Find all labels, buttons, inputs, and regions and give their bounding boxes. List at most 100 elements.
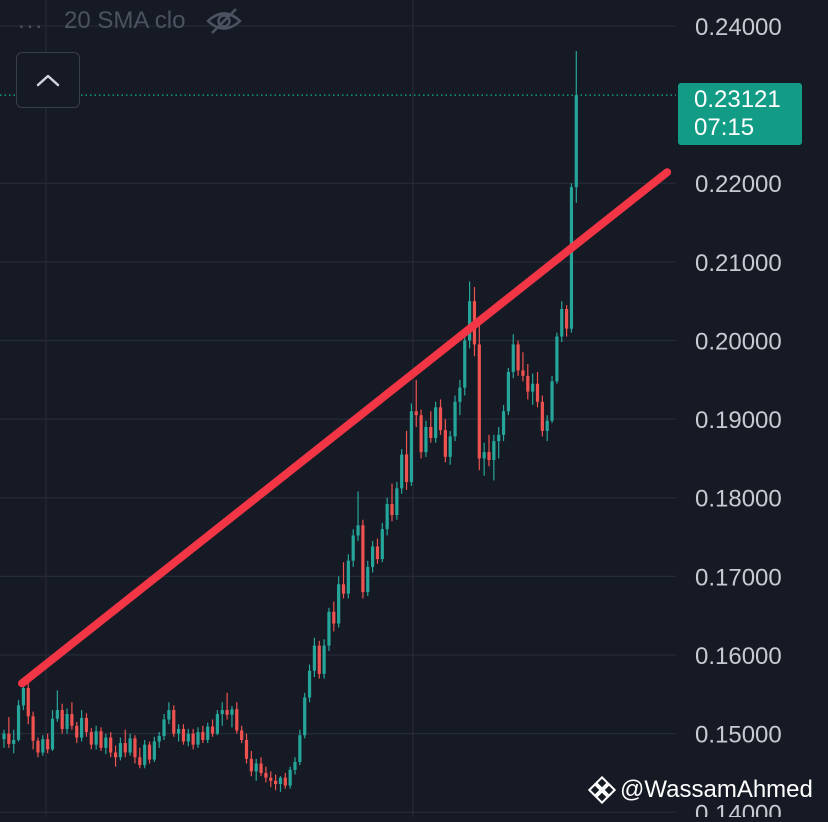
trendline[interactable] [18, 168, 672, 688]
candle-body [380, 529, 384, 560]
candle-body [327, 611, 331, 646]
candle-body [70, 713, 74, 726]
candle-body [400, 454, 404, 489]
binance-logo-icon [588, 776, 616, 804]
candle-body [254, 763, 258, 772]
candle [414, 379, 418, 427]
candle [2, 729, 6, 748]
candle-body [84, 717, 89, 733]
indicator-legend: ... 20 SMA clo [18, 6, 243, 36]
candle [210, 719, 215, 737]
candle-body [269, 777, 273, 781]
candle-body [298, 735, 302, 762]
candle [206, 722, 210, 744]
legend-ellipsis[interactable]: ... [18, 7, 45, 34]
candle [506, 368, 510, 416]
candle [424, 420, 428, 457]
candle [434, 401, 438, 443]
candle-body [526, 375, 530, 392]
candle-body [235, 709, 239, 731]
candle-body [395, 488, 399, 516]
candle-body [404, 454, 409, 483]
candle [36, 737, 40, 758]
candle [346, 554, 350, 599]
candle [55, 690, 59, 722]
candle-body [569, 187, 574, 329]
candle [356, 491, 360, 541]
y-tick-label: 0.16000 [695, 643, 782, 670]
current-price-value: 0.23121 [694, 86, 781, 113]
candle [196, 727, 200, 748]
candle [12, 729, 16, 754]
candle [487, 434, 491, 467]
candle [521, 352, 525, 382]
candle [477, 324, 481, 471]
candle-body [293, 761, 297, 770]
candle-body [225, 710, 229, 715]
grid-lines [0, 0, 676, 817]
candle [458, 379, 462, 416]
candle-body [535, 383, 540, 402]
candle-body [511, 344, 515, 372]
candle-body [215, 713, 219, 734]
candle [351, 529, 355, 567]
candle [303, 692, 307, 739]
candle-body [565, 309, 569, 329]
candle [225, 692, 229, 720]
candle-body [477, 344, 481, 459]
candle [516, 340, 520, 376]
candle [404, 430, 409, 490]
candle-countdown: 07:15 [694, 114, 755, 141]
candle-body [181, 728, 186, 742]
candle [177, 724, 181, 742]
candle-body [157, 736, 161, 742]
candle [113, 745, 118, 767]
candle-body [274, 780, 278, 784]
candle-body [540, 401, 544, 431]
candle [419, 409, 423, 459]
candle-body [50, 718, 55, 750]
candle-body [341, 584, 346, 594]
candle [118, 737, 122, 761]
candle-body [65, 713, 69, 729]
candle [46, 733, 50, 754]
candle [448, 430, 452, 465]
candle [468, 281, 472, 349]
candle-body [501, 411, 506, 435]
eye-off-icon[interactable] [205, 6, 243, 36]
candle [380, 522, 384, 563]
candle-body [492, 441, 496, 461]
candle [341, 562, 346, 599]
candle-body [453, 401, 457, 437]
trendline-segment [18, 168, 672, 688]
price-axis[interactable]: 0.24000 0.22000 0.21000 0.20000 0.19000 0.180… [695, 14, 782, 822]
candle [128, 733, 132, 756]
candle [70, 702, 74, 730]
candle-body [26, 688, 30, 717]
candle-body [482, 452, 486, 459]
candle-body [332, 611, 336, 624]
candles [2, 51, 578, 792]
candle-body [264, 772, 268, 778]
y-tick-label: 0.21000 [695, 250, 782, 277]
candle-body [278, 777, 283, 784]
indicator-label[interactable]: 20 SMA clo [64, 7, 186, 34]
candle [16, 699, 21, 742]
watermark: @WassamAhmed [588, 774, 813, 806]
candle-body [128, 738, 132, 753]
collapse-legend-button[interactable] [16, 52, 80, 108]
candle-body [259, 763, 263, 773]
candle-body [2, 733, 6, 740]
candle [269, 771, 273, 788]
y-tick-label: 0.19000 [695, 407, 782, 434]
candle [157, 732, 161, 748]
candle-body [104, 737, 108, 748]
candle [337, 576, 341, 628]
candle-body [240, 730, 244, 740]
candle [274, 774, 278, 791]
candle [501, 404, 506, 442]
candle [94, 725, 98, 750]
candle-body [80, 717, 84, 738]
